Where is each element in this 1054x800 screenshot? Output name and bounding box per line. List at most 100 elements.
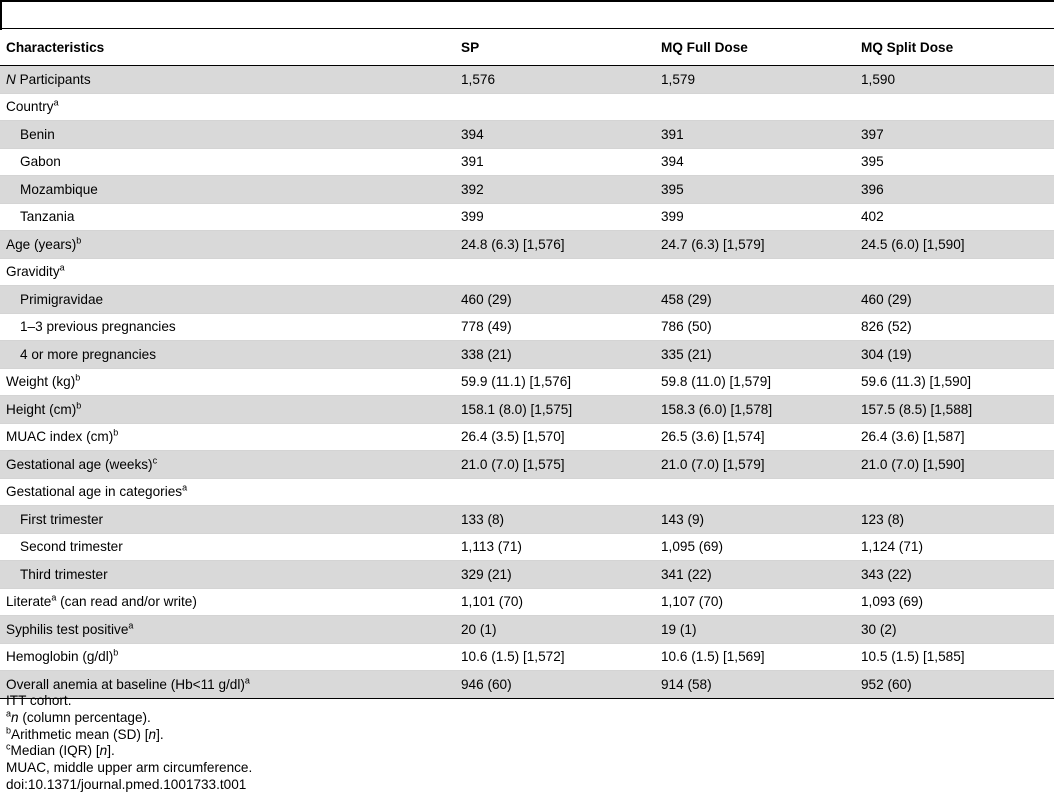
row-gabon: Gabon 391 394 395 <box>0 148 1054 176</box>
cell-sp: 24.8 (6.3) [1,576] <box>455 230 655 258</box>
left-rule <box>0 0 2 30</box>
row-gestational-age: Gestational age (weeks)c 21.0 (7.0) [1,5… <box>0 450 1054 478</box>
row-label: Literatea (can read and/or write) <box>6 592 197 610</box>
cell-mq-full: 914 (58) <box>655 670 855 698</box>
row-label: Age (years)b <box>0 230 455 258</box>
row-label: 1–3 previous pregnancies <box>20 319 176 335</box>
row-label: Height (cm)b <box>0 395 455 423</box>
cell-mq-split: 397 <box>855 120 1054 148</box>
cell-mq-full: 143 (9) <box>655 505 855 533</box>
cell-mq-split: 21.0 (7.0) [1,590] <box>855 450 1054 478</box>
cell-sp: 392 <box>455 175 655 203</box>
cell-mq-full: 1,579 <box>655 65 855 93</box>
cell-sp: 10.6 (1.5) [1,572] <box>461 649 565 665</box>
row-label: Tanzania <box>20 209 75 225</box>
cell-mq-split: 24.5 (6.0) [1,590] <box>855 230 1054 258</box>
cell-mq-split: 1,590 <box>855 65 1054 93</box>
baseline-characteristics-table: Characteristics SP MQ Full Dose MQ Split… <box>0 28 1054 699</box>
cell-mq-full: 19 (1) <box>655 615 855 643</box>
row-third-trimester: Third trimester 329 (21) 341 (22) 343 (2… <box>0 560 1054 588</box>
row-label: MUAC index (cm)b <box>6 427 119 445</box>
row-mozambique: Mozambique 392 395 396 <box>0 175 1054 203</box>
cell-mq-full: 399 <box>661 209 684 225</box>
footnote-c: cMedian (IQR) [n]. <box>6 741 115 759</box>
cell-sp: 946 (60) <box>455 670 655 698</box>
cell-mq-full: 391 <box>655 120 855 148</box>
row-country: Countrya <box>0 93 1054 121</box>
cell-sp: 460 (29) <box>455 285 655 313</box>
row-label: First trimester <box>0 505 455 533</box>
cell-mq-full: 394 <box>661 154 684 170</box>
row-gravidity: Graviditya <box>0 258 1054 286</box>
cell-sp: 394 <box>455 120 655 148</box>
footnote-a: an (column percentage). <box>6 708 151 725</box>
cell-sp: 338 (21) <box>455 340 655 368</box>
header-sp: SP <box>461 39 480 55</box>
row-label: Gestational age in categoriesa <box>6 482 188 500</box>
row-label: Gabon <box>20 154 61 170</box>
row-previous-pregnancies-1-3: 1–3 previous pregnancies 778 (49) 786 (5… <box>0 313 1054 341</box>
cell-mq-split: 59.6 (11.3) [1,590] <box>861 374 972 390</box>
row-benin: Benin 394 391 397 <box>0 120 1054 148</box>
cell-mq-full: 26.5 (3.6) [1,574] <box>661 429 765 445</box>
cell-mq-full: 24.7 (6.3) [1,579] <box>655 230 855 258</box>
row-first-trimester: First trimester 133 (8) 143 (9) 123 (8) <box>0 505 1054 533</box>
row-second-trimester: Second trimester 1,113 (71) 1,095 (69) 1… <box>0 533 1054 561</box>
cell-mq-split: 123 (8) <box>855 505 1054 533</box>
cell-sp: 26.4 (3.5) [1,570] <box>461 429 565 445</box>
cell-mq-split: 26.4 (3.6) [1,587] <box>861 429 965 445</box>
cell-sp: 1,576 <box>455 65 655 93</box>
cell-mq-full: 158.3 (6.0) [1,578] <box>655 395 855 423</box>
row-syphilis: Syphilis test positivea 20 (1) 19 (1) 30… <box>0 615 1054 643</box>
row-age: Age (years)b 24.8 (6.3) [1,576] 24.7 (6.… <box>0 230 1054 258</box>
cell-sp: 399 <box>461 209 484 225</box>
row-label: Hemoglobin (g/dl)b <box>6 647 119 665</box>
cell-mq-split: 1,093 (69) <box>861 594 923 610</box>
cell-sp: 133 (8) <box>455 505 655 533</box>
header-mq-split-dose: MQ Split Dose <box>861 39 954 55</box>
cell-sp: 20 (1) <box>455 615 655 643</box>
characteristics-table-wrapper: Characteristics SP MQ Full Dose MQ Split… <box>0 28 1054 699</box>
row-label: Third trimester <box>0 560 455 588</box>
table-header-row: Characteristics SP MQ Full Dose MQ Split… <box>0 28 1054 66</box>
row-label: Primigravidae <box>0 285 455 313</box>
cell-mq-split: 30 (2) <box>855 615 1054 643</box>
footnote-doi: doi:10.1371/journal.pmed.1001733.t001 <box>6 776 247 792</box>
row-hemoglobin: Hemoglobin (g/dl)b 10.6 (1.5) [1,572] 10… <box>0 643 1054 671</box>
cell-sp: 391 <box>461 154 484 170</box>
cell-mq-full: 786 (50) <box>661 319 712 335</box>
header-characteristics: Characteristics <box>6 39 105 55</box>
cell-sp: 21.0 (7.0) [1,575] <box>455 450 655 478</box>
cell-sp: 158.1 (8.0) [1,575] <box>455 395 655 423</box>
cell-mq-full: 10.6 (1.5) [1,569] <box>661 649 765 665</box>
footnote-muac: MUAC, middle upper arm circumference. <box>6 760 253 776</box>
row-label: Graviditya <box>6 262 65 280</box>
header-mq-full-dose: MQ Full Dose <box>661 39 748 55</box>
cell-mq-full: 21.0 (7.0) [1,579] <box>655 450 855 478</box>
cell-mq-split: 826 (52) <box>861 319 912 335</box>
cell-mq-full: 1,107 (70) <box>661 594 723 610</box>
row-label: Second trimester <box>20 539 123 555</box>
row-label: Weight (kg)b <box>6 372 81 390</box>
row-tanzania: Tanzania 399 399 402 <box>0 203 1054 231</box>
row-weight: Weight (kg)b 59.9 (11.1) [1,576] 59.8 (1… <box>0 368 1054 396</box>
cell-mq-split: 304 (19) <box>855 340 1054 368</box>
cell-sp: 778 (49) <box>461 319 512 335</box>
cell-mq-full: 335 (21) <box>655 340 855 368</box>
row-label: Overall anemia at baseline (Hb<11 g/dl)a <box>0 670 455 698</box>
cell-mq-split: 1,124 (71) <box>861 539 923 555</box>
cell-mq-split: 395 <box>861 154 884 170</box>
row-pregnancies-4-or-more: 4 or more pregnancies 338 (21) 335 (21) … <box>0 340 1054 368</box>
row-literate: Literatea (can read and/or write) 1,101 … <box>0 588 1054 616</box>
cell-mq-full: 1,095 (69) <box>661 539 723 555</box>
row-participants: N Participants 1,576 1,579 1,590 <box>0 65 1054 93</box>
top-rule <box>0 0 1054 2</box>
cell-mq-split: 396 <box>855 175 1054 203</box>
cell-sp: 1,101 (70) <box>461 594 523 610</box>
row-label: Gestational age (weeks)c <box>0 450 455 478</box>
row-gestational-age-categories: Gestational age in categoriesa <box>0 478 1054 506</box>
cell-mq-full: 59.8 (11.0) [1,579] <box>661 374 772 390</box>
row-label: 4 or more pregnancies <box>0 340 455 368</box>
row-primigravidae: Primigravidae 460 (29) 458 (29) 460 (29) <box>0 285 1054 313</box>
cell-sp: 329 (21) <box>455 560 655 588</box>
